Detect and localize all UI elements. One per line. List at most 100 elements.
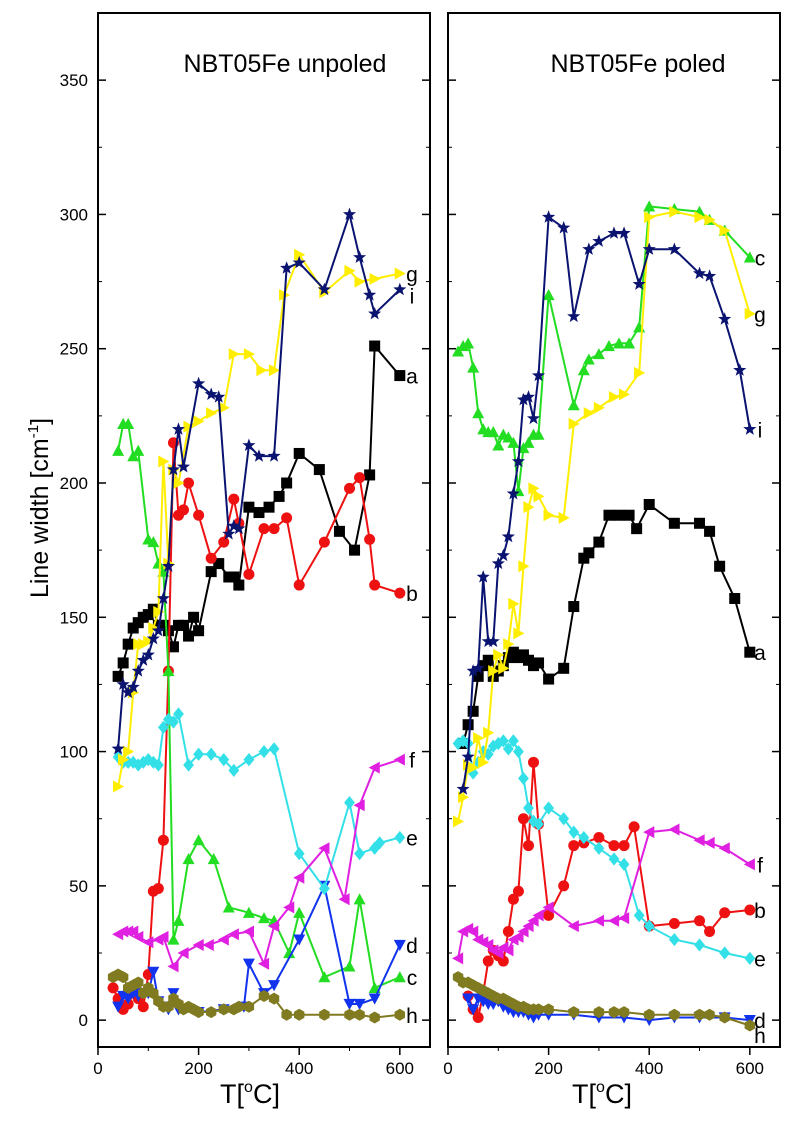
point-a bbox=[253, 507, 265, 519]
point-e bbox=[568, 825, 580, 839]
point-c bbox=[182, 853, 195, 865]
point-f bbox=[318, 842, 330, 855]
point-f bbox=[467, 925, 479, 938]
point-e bbox=[744, 951, 756, 965]
point-e bbox=[533, 817, 544, 831]
point-g bbox=[618, 388, 631, 401]
point-i bbox=[353, 250, 367, 263]
point-a bbox=[744, 646, 756, 658]
curve-label-b: b bbox=[406, 583, 418, 606]
curve-label-d: d bbox=[754, 1010, 766, 1033]
point-g bbox=[206, 407, 218, 420]
x-tick-label: 0 bbox=[93, 1059, 102, 1078]
point-i bbox=[718, 312, 732, 325]
panel-unpoled: 0 50 100 150 200 250 300 350 0 200 400 600 NBT05Fe u… bbox=[60, 12, 431, 1078]
point-f bbox=[192, 938, 204, 951]
point-i bbox=[491, 556, 505, 570]
point-b bbox=[354, 472, 366, 484]
point-e bbox=[608, 852, 620, 866]
point-h bbox=[543, 1003, 554, 1016]
point-d bbox=[147, 966, 160, 978]
point-a bbox=[568, 601, 580, 613]
point-c bbox=[172, 914, 185, 926]
point-f bbox=[527, 914, 539, 927]
point-d bbox=[467, 1004, 480, 1016]
point-i bbox=[317, 282, 331, 296]
plot-frame bbox=[447, 12, 781, 1048]
x-axis-label-right: T[oC] bbox=[572, 1079, 632, 1109]
curve-label-h: h bbox=[754, 1025, 766, 1048]
point-c bbox=[207, 853, 220, 865]
x-tick-label: 600 bbox=[386, 1059, 414, 1078]
point-g bbox=[228, 348, 240, 361]
point-d bbox=[112, 1001, 125, 1013]
point-f bbox=[693, 834, 705, 847]
point-b bbox=[482, 955, 494, 967]
point-d bbox=[343, 998, 356, 1011]
point-b bbox=[543, 909, 555, 921]
point-i bbox=[116, 677, 130, 691]
point-c bbox=[293, 906, 306, 918]
point-i bbox=[363, 288, 377, 301]
point-h bbox=[704, 1008, 715, 1021]
point-g bbox=[218, 401, 230, 414]
point-i bbox=[511, 454, 525, 468]
curve-label-g: g bbox=[406, 264, 418, 287]
point-f bbox=[167, 960, 179, 973]
point-e bbox=[518, 771, 529, 786]
point-b bbox=[618, 840, 630, 852]
point-h bbox=[268, 992, 280, 1005]
point-a bbox=[193, 625, 205, 637]
point-f bbox=[643, 826, 655, 839]
point-i bbox=[267, 449, 281, 462]
point-a bbox=[394, 370, 406, 382]
series-f bbox=[112, 753, 405, 973]
point-i bbox=[212, 390, 226, 403]
panel-title: NBT05Fe poled bbox=[550, 50, 725, 78]
point-i bbox=[703, 269, 717, 282]
point-a bbox=[178, 619, 190, 631]
point-f bbox=[567, 920, 579, 933]
curve-label-c: c bbox=[755, 247, 766, 270]
point-i bbox=[632, 277, 646, 290]
point-c bbox=[532, 428, 545, 440]
point-f bbox=[532, 909, 544, 922]
point-i bbox=[496, 548, 510, 562]
series-i bbox=[456, 210, 757, 795]
point-c bbox=[623, 337, 636, 349]
point-b bbox=[502, 926, 514, 938]
curve-label-h: h bbox=[406, 1005, 418, 1028]
point-i bbox=[222, 527, 236, 540]
point-a bbox=[273, 490, 285, 502]
point-i bbox=[151, 623, 165, 637]
point-h bbox=[354, 1008, 365, 1021]
point-c bbox=[258, 912, 270, 924]
point-e bbox=[168, 715, 179, 729]
point-i bbox=[111, 741, 125, 755]
point-b bbox=[608, 840, 620, 852]
x-tick-label: 400 bbox=[285, 1059, 313, 1078]
point-h bbox=[281, 1008, 292, 1021]
point-e bbox=[694, 938, 705, 952]
point-h bbox=[593, 1006, 605, 1019]
y-tick-label: 300 bbox=[60, 205, 88, 224]
point-b bbox=[344, 482, 356, 494]
point-f bbox=[703, 836, 715, 849]
y-tick-label: 100 bbox=[60, 743, 88, 762]
point-b bbox=[528, 756, 540, 768]
point-i bbox=[471, 661, 485, 674]
point-i bbox=[156, 591, 170, 605]
series-line-b bbox=[467, 762, 750, 1021]
point-f bbox=[592, 914, 605, 927]
curve-label-c: c bbox=[407, 967, 418, 990]
point-c bbox=[242, 906, 255, 918]
point-b bbox=[472, 1011, 484, 1023]
point-g bbox=[533, 490, 545, 503]
y-tick-label: 150 bbox=[60, 608, 88, 627]
curve-label-i: i bbox=[410, 286, 415, 309]
point-a bbox=[467, 705, 479, 717]
point-e bbox=[719, 946, 731, 960]
series-h bbox=[452, 971, 756, 1032]
point-a bbox=[533, 657, 545, 669]
point-a bbox=[112, 670, 124, 682]
